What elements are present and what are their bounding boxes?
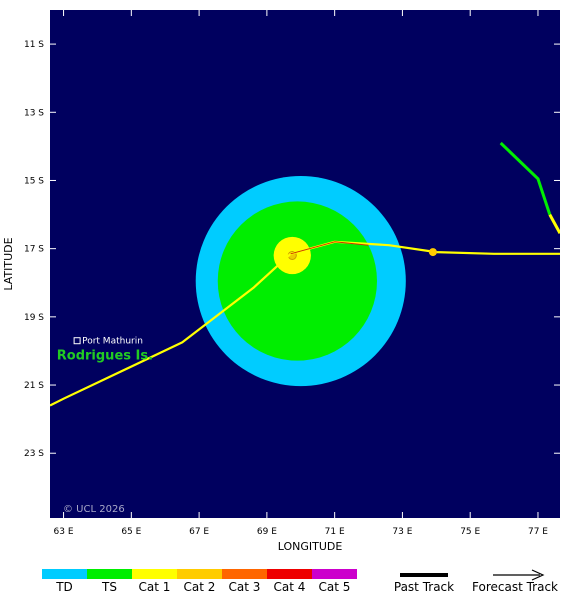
track-position-marker bbox=[428, 248, 437, 257]
rodrigues-island-label: Rodrigues Is. bbox=[57, 348, 153, 363]
legend-label-cat-2: Cat 2 bbox=[184, 580, 216, 594]
x-axis-title: LONGITUDE bbox=[278, 540, 343, 553]
legend-swatch-cat-1 bbox=[132, 569, 177, 579]
forecast-track-label: Forecast Track bbox=[472, 580, 558, 594]
places-layer: Port Mathurin Rodrigues Is. © UCL 2026 bbox=[57, 337, 153, 515]
track-main-inner bbox=[290, 241, 369, 255]
legend-swatch-td bbox=[42, 569, 87, 579]
wind-radius-ts bbox=[217, 201, 378, 361]
legend-swatch-cat-5 bbox=[312, 569, 357, 579]
track-upper-right-tail bbox=[548, 213, 560, 235]
y-tick-label: 17 S bbox=[24, 245, 44, 255]
forecast-track-swatch bbox=[493, 569, 545, 581]
x-tick-label: 65 E bbox=[121, 527, 141, 537]
legend-label-cat-3: Cat 3 bbox=[229, 580, 261, 594]
legend-swatch-cat-3 bbox=[222, 569, 267, 579]
x-tick-label: 67 E bbox=[189, 527, 209, 537]
copyright-text: © UCL 2026 bbox=[63, 504, 125, 515]
port-mathurin-marker bbox=[73, 337, 81, 345]
legend-label-cat-4: Cat 4 bbox=[274, 580, 306, 594]
x-tick-label: 63 E bbox=[54, 527, 74, 537]
y-tick-label: 13 S bbox=[24, 108, 44, 118]
legend-label-cat-5: Cat 5 bbox=[319, 580, 351, 594]
legend-label-td: TD bbox=[55, 580, 73, 594]
x-tick-label: 77 E bbox=[528, 527, 548, 537]
track-upper-right bbox=[499, 141, 552, 216]
x-tick-label: 75 E bbox=[460, 527, 480, 537]
y-tick-label: 15 S bbox=[24, 176, 44, 186]
y-tick-label: 11 S bbox=[24, 40, 44, 50]
x-tick-label: 71 E bbox=[325, 527, 345, 537]
legend-swatch-cat-2 bbox=[177, 569, 222, 579]
port-mathurin-label: Port Mathurin bbox=[82, 337, 143, 347]
y-axis-title: LATITUDE bbox=[2, 237, 15, 290]
legend: TD TS Cat 1 Cat 2 Cat 3 Cat 4 Cat 5 Past Track… bbox=[42, 569, 558, 594]
y-tick-label: 23 S bbox=[24, 449, 44, 459]
x-tick-label: 73 E bbox=[392, 527, 412, 537]
legend-swatch-ts bbox=[87, 569, 132, 579]
legend-swatch-cat-4 bbox=[267, 569, 312, 579]
x-tick-label: 69 E bbox=[257, 527, 277, 537]
axis-ticks-layer: 63 E 65 E 67 E 69 E 71 E 73 E 75 E 77 E 11 S 13 S… bbox=[24, 10, 560, 537]
category-scale: TD TS Cat 1 Cat 2 Cat 3 Cat 4 Cat 5 bbox=[42, 569, 357, 594]
legend-label-cat-1: Cat 1 bbox=[139, 580, 171, 594]
wind-radii-layer bbox=[195, 175, 406, 387]
y-tick-label: 19 S bbox=[24, 313, 44, 323]
past-track-label: Past Track bbox=[394, 580, 454, 594]
legend-label-ts: TS bbox=[101, 580, 117, 594]
y-tick-label: 21 S bbox=[24, 381, 44, 391]
track-layer bbox=[50, 141, 560, 407]
